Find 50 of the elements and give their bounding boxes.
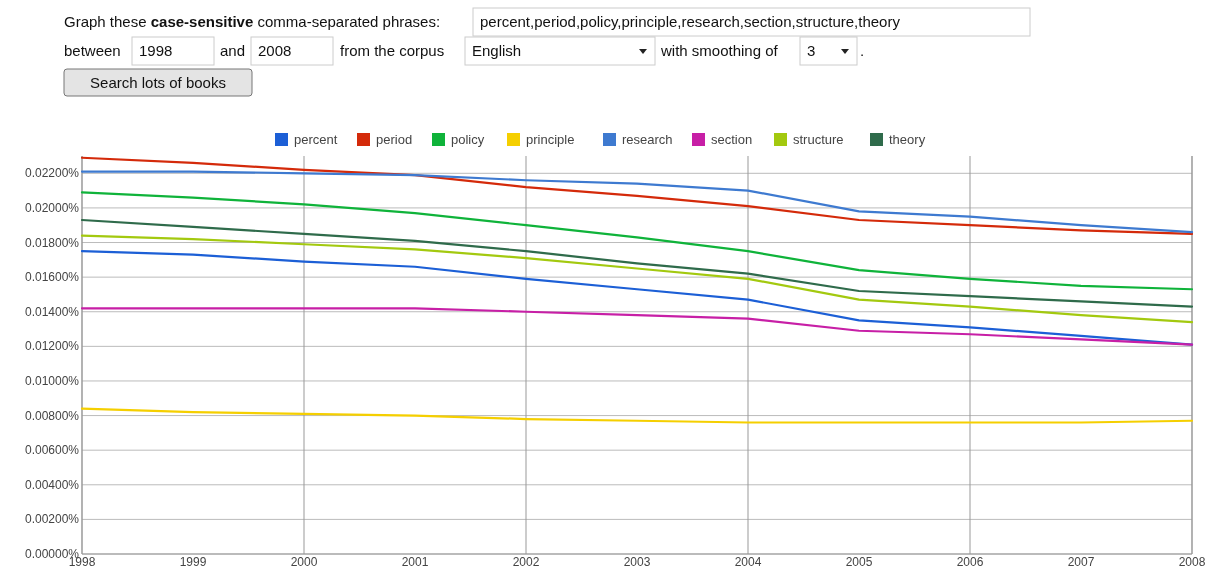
legend-label: section xyxy=(711,132,753,147)
line-series xyxy=(80,307,1194,346)
y-tick-label: 0.00200% xyxy=(24,512,80,527)
legend-label: research xyxy=(622,132,673,147)
text: . xyxy=(860,42,865,59)
text: English xyxy=(472,42,522,59)
line-series xyxy=(80,191,1194,291)
y-tick-label: 0.01600% xyxy=(24,270,80,285)
y-tick-label: 0.01000% xyxy=(24,373,80,388)
text: with smoothing of xyxy=(660,42,779,59)
x-tick-label: 2002 xyxy=(512,555,540,569)
y-tick-label: 0.00800% xyxy=(24,408,80,423)
legend-label: period xyxy=(376,132,413,147)
y-tick-label: 0.02000% xyxy=(24,200,80,215)
y-tick-label: 0.01200% xyxy=(24,339,80,354)
legend-label: percent xyxy=(294,132,338,147)
legend-label: principle xyxy=(526,132,575,147)
y-tick-label: 0.01400% xyxy=(24,304,80,319)
legend-label: theory xyxy=(889,132,926,147)
text: between xyxy=(64,42,121,59)
text: Search lots of books xyxy=(90,74,226,91)
y-tick-label: 0.01800% xyxy=(24,235,80,250)
x-tick-label: 2000 xyxy=(290,555,318,569)
x-tick-label: 2001 xyxy=(401,555,429,569)
text: comma-separated phrases: xyxy=(253,13,441,30)
line-series xyxy=(80,407,1194,424)
x-tick-label: 2008 xyxy=(1178,555,1206,569)
x-tick-label: 2007 xyxy=(1067,555,1095,569)
line-series xyxy=(80,156,1194,235)
y-tick-label: 0.00600% xyxy=(24,443,80,458)
text: 3 xyxy=(807,42,816,59)
text: case-sensitive xyxy=(150,13,254,30)
line-series xyxy=(80,170,1194,234)
x-tick-label: 2004 xyxy=(734,555,762,569)
x-tick-label: 2003 xyxy=(623,555,651,569)
line-series xyxy=(80,234,1194,324)
y-tick-label: 0.00400% xyxy=(24,477,80,492)
y-tick-label: 0.02200% xyxy=(24,166,80,181)
x-tick-label: 2006 xyxy=(956,555,984,569)
text: percent,period,policy,principle,research,section,structure,theory xyxy=(480,13,901,30)
text: 1998 xyxy=(139,42,173,59)
text: from the corpus xyxy=(340,42,445,59)
x-tick-label: 1999 xyxy=(179,555,207,569)
legend-label: policy xyxy=(451,132,485,147)
line-series xyxy=(80,218,1194,308)
text: 2008 xyxy=(258,42,292,59)
text: Graph these xyxy=(64,13,151,30)
x-tick-label: 2005 xyxy=(845,555,873,569)
text: and xyxy=(220,42,246,59)
legend-label: structure xyxy=(793,132,844,147)
